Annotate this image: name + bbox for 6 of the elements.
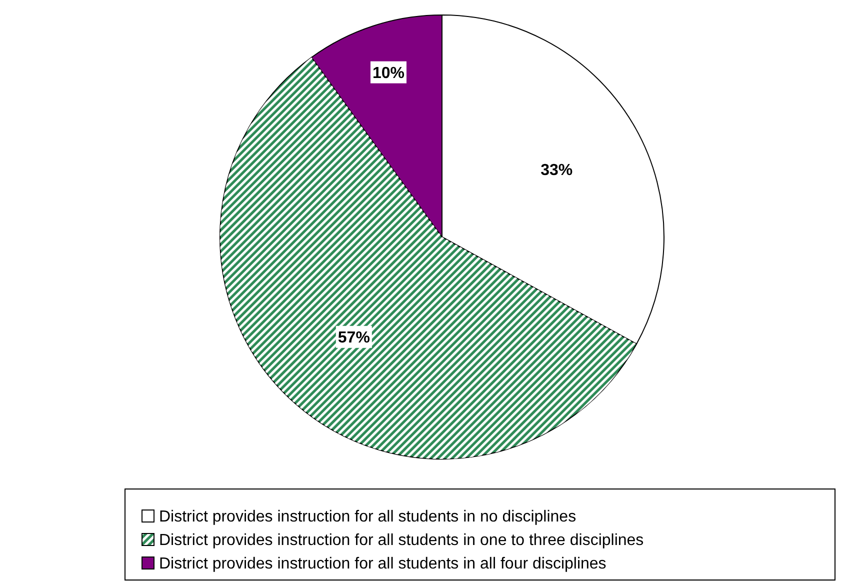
- data-label: 10%: [372, 64, 405, 82]
- legend-label: District provides instruction for all students in one to three disciplines: [159, 532, 644, 550]
- data-label: 33%: [540, 162, 573, 179]
- legend-label: District provides instruction for all students in all four disciplines: [159, 556, 606, 573]
- data-label: 57%: [338, 330, 370, 347]
- legend-label: District provides instruction for all students in no disciplines: [159, 508, 576, 526]
